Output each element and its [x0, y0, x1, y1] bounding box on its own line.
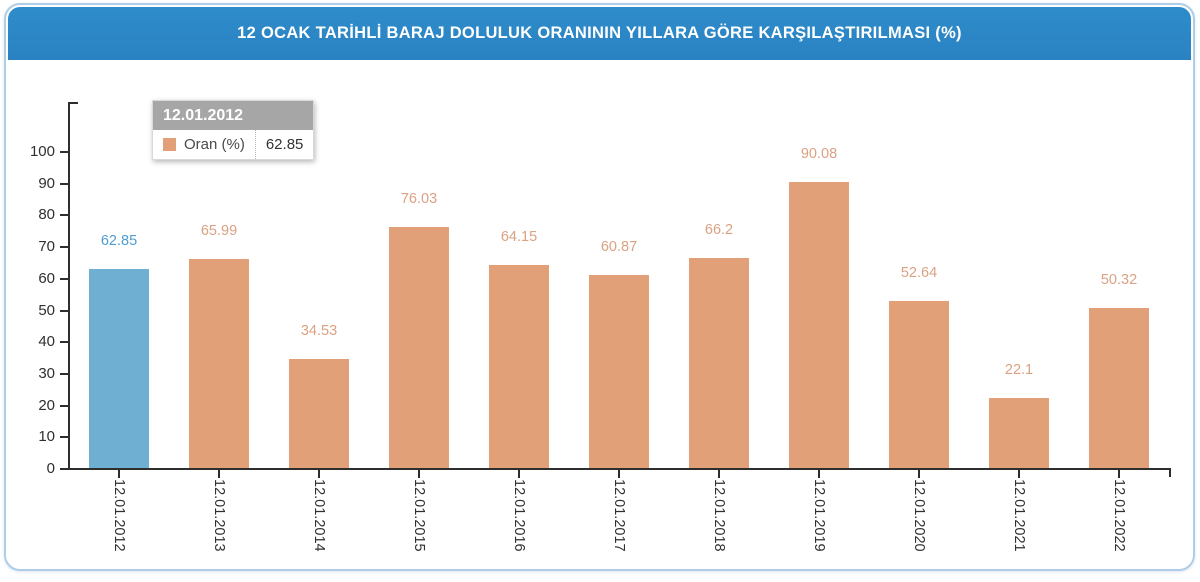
- y-tick-label: 70: [38, 238, 55, 256]
- y-axis: [68, 102, 70, 470]
- y-tick: [60, 277, 68, 280]
- y-tick-label: 10: [38, 428, 55, 446]
- bar-value-label: 34.53: [300, 322, 338, 339]
- tooltip-body: Oran (%) 62.85: [153, 130, 314, 159]
- bar-12.01.2018[interactable]: [689, 258, 749, 468]
- tooltip-series-label: Oran (%): [184, 136, 245, 153]
- x-tick: [118, 470, 120, 478]
- y-tick: [60, 372, 68, 375]
- y-axis-end-cap: [69, 102, 78, 104]
- bar-value-label: 60.87: [600, 239, 638, 256]
- tooltip-title: 12.01.2012: [153, 101, 314, 130]
- y-tick: [60, 246, 68, 249]
- bar-value-label: 90.08: [800, 146, 838, 163]
- x-tick: [618, 470, 620, 478]
- bar-12.01.2022[interactable]: [1089, 308, 1149, 468]
- x-axis-label: 12.01.2014: [311, 479, 327, 552]
- bar-value-label: 52.64: [900, 265, 938, 282]
- y-tick-label: 100: [29, 143, 55, 160]
- y-tick: [60, 309, 68, 312]
- x-axis-end-cap: [1169, 468, 1171, 477]
- y-tick-label: 0: [46, 460, 55, 477]
- x-tick: [818, 470, 820, 478]
- tooltip: 12.01.2012 Oran (%) 62.85: [152, 100, 315, 160]
- x-tick: [1018, 470, 1020, 478]
- bar-value-label: 22.1: [1004, 361, 1034, 378]
- bar-12.01.2019[interactable]: [789, 182, 849, 468]
- x-tick: [218, 470, 220, 478]
- tooltip-divider: [254, 130, 256, 159]
- chart-panel: 12 OCAK TARİHLİ BARAJ DOLULUK ORANININ Y…: [4, 3, 1195, 571]
- x-axis-label: 12.01.2021: [1011, 479, 1027, 552]
- x-tick: [418, 470, 420, 478]
- bar-value-label: 64.15: [500, 228, 538, 245]
- x-tick: [718, 470, 720, 478]
- y-tick-label: 90: [38, 174, 55, 192]
- y-tick-label: 60: [38, 269, 55, 287]
- bar-12.01.2016[interactable]: [489, 264, 549, 468]
- bar-12.01.2015[interactable]: [389, 226, 449, 468]
- x-tick: [918, 470, 920, 478]
- bar-12.01.2012[interactable]: [89, 268, 149, 468]
- series-color-swatch: [163, 138, 176, 151]
- bar-chart: 0 10 20 30 40 50 60 70 80 90 100 12.01.2012 12.01.20…: [6, 5, 1193, 569]
- bar-value-label: 50.32: [1100, 272, 1138, 289]
- y-tick: [60, 468, 68, 470]
- x-tick: [1118, 470, 1120, 478]
- y-tick-label: 40: [38, 333, 55, 351]
- bar-12.01.2014[interactable]: [289, 358, 349, 468]
- bar-12.01.2021[interactable]: [989, 397, 1049, 468]
- bar-value-label: 66.2: [704, 222, 734, 239]
- y-tick: [60, 436, 68, 439]
- bar-12.01.2013[interactable]: [189, 258, 249, 468]
- y-tick: [60, 182, 68, 185]
- y-tick: [60, 341, 68, 344]
- x-axis-label: 12.01.2019: [811, 479, 827, 552]
- bar-value-label: 76.03: [400, 190, 438, 207]
- x-axis-label: 12.01.2013: [211, 479, 227, 552]
- y-tick: [60, 214, 68, 217]
- x-axis-label: 12.01.2015: [411, 479, 427, 552]
- chart-title: 12 OCAK TARİHLİ BARAJ DOLULUK ORANININ Y…: [237, 24, 962, 42]
- x-axis-label: 12.01.2016: [511, 479, 527, 552]
- x-tick: [318, 470, 320, 478]
- y-tick-label: 20: [38, 396, 55, 414]
- x-axis: [68, 468, 1170, 470]
- x-axis-label: 12.01.2020: [911, 479, 927, 552]
- x-axis-label: 12.01.2017: [611, 479, 627, 552]
- x-axis-label: 12.01.2022: [1111, 479, 1127, 552]
- chart-title-bar: 12 OCAK TARİHLİ BARAJ DOLULUK ORANININ Y…: [8, 7, 1191, 60]
- y-tick-label: 50: [38, 301, 55, 319]
- y-tick: [60, 404, 68, 407]
- x-tick: [518, 470, 520, 478]
- y-tick-label: 30: [38, 364, 55, 382]
- bar-12.01.2017[interactable]: [589, 275, 649, 468]
- bar-value-label: 65.99: [200, 222, 238, 239]
- y-tick: [60, 151, 68, 153]
- x-axis-label: 12.01.2012: [111, 479, 127, 552]
- tooltip-value: 62.85: [265, 136, 304, 153]
- bar-12.01.2020[interactable]: [889, 301, 949, 468]
- bar-value-label: 62.85: [100, 232, 138, 249]
- y-tick-label: 80: [38, 206, 55, 224]
- x-axis-label: 12.01.2018: [711, 479, 727, 552]
